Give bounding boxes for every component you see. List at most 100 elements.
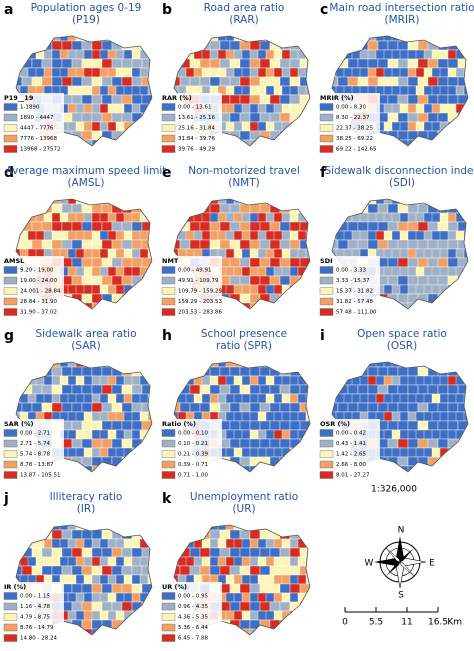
district [107,36,119,42]
district [174,538,181,549]
district [273,36,285,42]
district [423,465,435,472]
district [75,36,87,42]
legend-swatch [3,439,18,448]
district [423,199,435,205]
district [337,40,349,51]
district [299,402,310,413]
district [141,58,152,69]
district [289,420,301,431]
district [407,402,419,413]
district [299,547,310,558]
district [121,366,133,377]
legend-swatch [161,308,176,316]
district [305,284,310,295]
district [391,139,403,146]
district [437,366,449,377]
legend-label: 4447 - 7776 [20,126,54,132]
district [179,76,191,87]
legend-label: 38.25 - 69.22 [336,136,373,142]
district [219,58,231,69]
district [297,525,309,531]
district [141,130,152,141]
legend-title: SDI [320,257,333,265]
district [147,556,152,567]
district [455,465,467,472]
district [141,529,152,540]
scale-label: 5.5 [369,618,383,628]
district [241,36,253,42]
district [305,103,310,114]
district [347,203,359,214]
district [239,112,251,123]
district [31,76,43,87]
district [343,362,355,368]
district [269,420,281,431]
district [259,239,271,250]
district [309,221,310,232]
district [431,302,443,309]
district [347,40,359,51]
district [337,239,349,250]
panel-letter: a [4,2,13,18]
district [457,456,468,467]
district [269,547,281,558]
district [21,239,33,250]
district [447,402,459,413]
district [391,199,403,205]
district [239,438,251,449]
district [423,36,435,42]
district [189,366,201,377]
district [35,362,47,368]
district [457,438,468,449]
district [101,601,113,612]
compass-w: W [365,559,374,569]
legend-swatch [161,145,176,153]
district [174,36,181,42]
district [61,221,73,232]
district [81,565,93,576]
district [174,362,181,368]
district [332,362,339,368]
district [241,525,253,531]
district [415,302,427,309]
scale-unit: Km [447,618,462,628]
district [229,565,241,576]
legend-swatch [161,113,176,122]
district [239,239,251,250]
district [139,628,151,635]
district [357,76,369,87]
legend-swatch [161,450,176,458]
district [377,221,389,232]
district [141,601,152,612]
district [289,619,301,630]
district [115,302,127,309]
district [455,139,467,146]
district [101,40,113,51]
legend-swatch [319,471,334,479]
district [233,139,245,146]
district [463,447,468,458]
district [337,366,349,377]
district [249,456,261,467]
panel-title: Main road intersection ratio [329,2,474,14]
district [447,465,459,472]
district [447,139,459,146]
panel-title: (SDI) [389,177,415,189]
district [417,402,429,413]
district [259,384,271,395]
district [447,40,459,51]
district [123,139,135,146]
district [463,302,468,309]
district [193,362,205,368]
district [239,40,251,51]
legend-label: 13.87 - 105.51 [20,473,60,479]
district [367,384,379,395]
district [299,438,310,449]
district [407,257,419,268]
district [357,239,369,250]
legend-swatch [161,276,176,285]
district [269,402,281,413]
district [177,525,189,531]
district [229,239,241,250]
